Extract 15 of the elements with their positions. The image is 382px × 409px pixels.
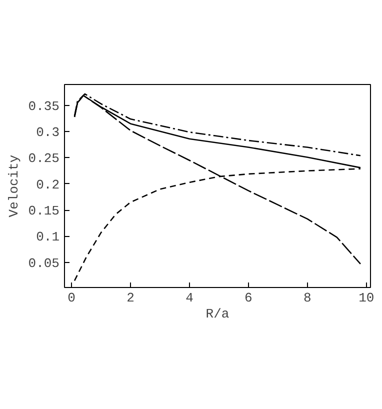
x-tick-label: 0 bbox=[68, 290, 76, 306]
x-tick-label: 2 bbox=[126, 290, 134, 306]
y-tick-label: 0.3 bbox=[36, 125, 60, 140]
y-tick-label: 0.1 bbox=[36, 230, 60, 245]
x-tick-label: 10 bbox=[358, 290, 374, 306]
x-tick-label: 6 bbox=[244, 290, 252, 306]
y-tick-label: 0.15 bbox=[28, 204, 60, 219]
x-tick-label: 4 bbox=[186, 290, 194, 306]
y-tick-label: 0.35 bbox=[28, 98, 60, 114]
x-axis-title: R/a bbox=[206, 306, 230, 322]
y-tick-label: 0.05 bbox=[28, 256, 60, 271]
x-tick-label: 8 bbox=[304, 290, 312, 306]
y-axis-title: Velocity bbox=[6, 154, 22, 218]
y-tick-label: 0.25 bbox=[28, 151, 60, 166]
y-tick-label: 0.2 bbox=[36, 177, 60, 192]
